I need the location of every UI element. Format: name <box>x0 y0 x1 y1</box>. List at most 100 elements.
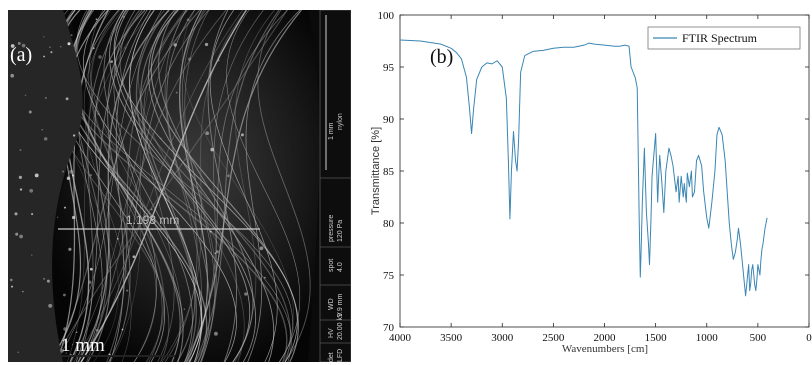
speckle <box>67 177 70 180</box>
speckle <box>215 250 219 254</box>
y-tick-label: 100 <box>378 10 395 22</box>
panel-b-label: (b) <box>430 46 453 68</box>
fiber-strand <box>103 10 193 362</box>
scale-underline <box>61 355 175 357</box>
speckle <box>69 169 73 174</box>
series-layer <box>399 39 768 297</box>
speckle <box>67 42 71 46</box>
x-axis: 4000 3500 3000 2500 2000 1500 1000 500 0 <box>389 15 812 344</box>
speckle <box>65 97 69 101</box>
y-tick-label: 75 <box>383 270 395 282</box>
x-axis-label: Wavenumbers [cm] <box>562 343 648 355</box>
fiber-strand <box>158 10 254 362</box>
speckle <box>122 15 125 18</box>
fiber-strand <box>257 10 311 362</box>
info-spot-value: 4.0 <box>337 262 344 272</box>
x-tick-label: 1500 <box>645 332 668 344</box>
sem-image: 1.193 mm (a) 1 mm 1 mm nylon pressure 12… <box>8 10 351 362</box>
fiber-strand <box>90 10 165 362</box>
fiber-strand <box>89 10 182 362</box>
info-detector-name: nylon <box>337 113 344 130</box>
fiber-strand <box>87 10 146 362</box>
legend: FTIR Spectrum <box>647 26 801 50</box>
speckle <box>72 134 76 137</box>
speckle <box>68 247 72 251</box>
y-tick-label: 70 <box>383 322 395 334</box>
speckle <box>11 285 13 288</box>
scale-label: 1 mm <box>61 335 105 356</box>
speckle <box>63 293 66 297</box>
speckle <box>244 292 248 296</box>
fiber-strand <box>186 10 302 362</box>
fiber-strand <box>148 10 275 362</box>
speckle <box>21 43 26 48</box>
fiber-strand <box>245 10 301 362</box>
sem-micrograph-panel: 1.193 mm (a) 1 mm 1 mm nylon pressure 12… <box>8 10 351 362</box>
speckle <box>160 137 162 140</box>
speckle <box>46 279 50 283</box>
speckle <box>50 51 53 54</box>
x-tick-label: 3500 <box>440 332 463 344</box>
info-hv-label: HV <box>328 328 335 338</box>
speckle <box>65 352 68 354</box>
speckle <box>10 73 14 78</box>
fiber-strand <box>55 10 162 362</box>
fiber-strand <box>234 10 275 362</box>
fiber-strand <box>164 10 210 362</box>
info-det-label: det <box>328 352 335 362</box>
fiber-strand <box>161 10 247 362</box>
x-tick-label: 3000 <box>491 332 514 344</box>
info-scale-text: 1 mm <box>328 122 335 140</box>
speckle <box>95 328 99 332</box>
fiber-strand <box>71 10 187 362</box>
info-hv-value: 20.00 kV <box>337 312 344 340</box>
fiber-strand <box>209 10 278 362</box>
textured-region <box>8 10 83 362</box>
speckle <box>63 327 67 331</box>
speckle <box>24 94 27 97</box>
info-spot-label: spot <box>328 259 335 272</box>
speckle <box>28 110 32 114</box>
fiber-strand <box>179 10 208 362</box>
info-wd-label: WD <box>328 298 335 310</box>
fiber-strand <box>77 10 119 362</box>
speckle <box>15 232 19 236</box>
speckle <box>124 47 126 49</box>
info-wd-value: 9.9 mm <box>337 293 344 317</box>
speckle <box>187 57 192 61</box>
fiber-strand <box>86 10 227 362</box>
speckle <box>48 303 53 308</box>
fiber-strand <box>166 10 211 362</box>
speckle <box>227 174 230 178</box>
speckle <box>49 46 51 48</box>
fiber-strands <box>42 10 311 362</box>
speckle <box>132 255 136 259</box>
x-tick-label: 500 <box>750 332 767 344</box>
speckle <box>17 58 20 61</box>
panel-a-label: (a) <box>10 44 32 66</box>
fiber-strand <box>113 10 298 362</box>
fiber-strand <box>135 10 198 362</box>
speckle <box>19 234 24 239</box>
info-pressure-value: 120 Pa <box>337 220 344 242</box>
speckle <box>115 179 117 181</box>
speckle <box>259 246 264 251</box>
speckle <box>45 97 47 99</box>
info-pressure-label: pressure <box>328 215 335 242</box>
x-tick-label: 2500 <box>542 332 565 344</box>
ftir-chart-panel: 70 75 80 85 90 95 100 4000 3500 3000 2500 2000 1500… <box>355 0 812 365</box>
fiber-strand <box>207 10 238 362</box>
fiber-strand <box>226 10 301 362</box>
measurement-label: 1.193 mm <box>126 213 179 227</box>
speckle <box>17 41 21 45</box>
speckle <box>63 206 67 209</box>
y-tick-label: 95 <box>383 62 395 74</box>
speckle <box>217 59 220 62</box>
speckle <box>60 46 62 48</box>
speckle <box>56 216 59 218</box>
fiber-strand <box>109 10 250 362</box>
fiber-strand <box>129 10 203 362</box>
speckle <box>90 267 93 271</box>
speckle <box>121 328 124 331</box>
speckle <box>89 173 93 177</box>
